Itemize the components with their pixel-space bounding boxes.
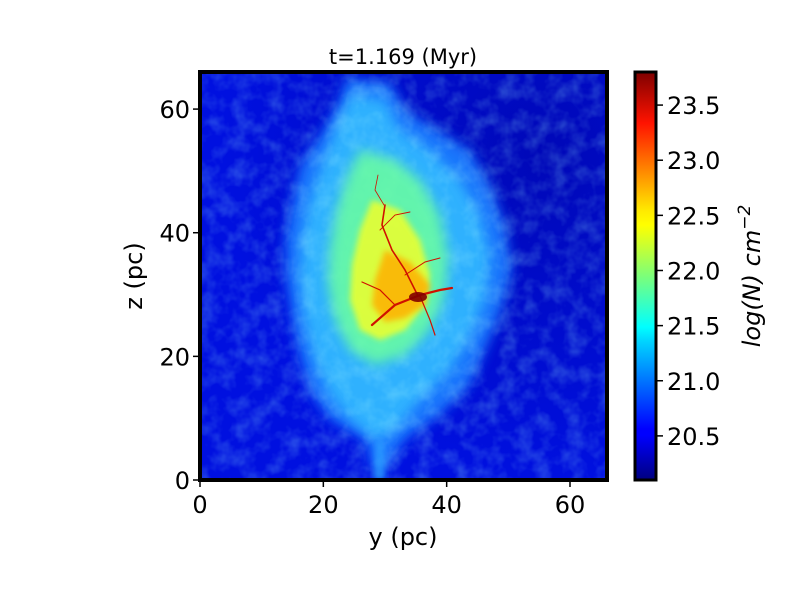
cloud-dense-core [372,250,430,322]
colorbar-tick-label-1: 21.0 [667,368,720,396]
x-axis: 0 20 40 60 [192,480,585,519]
chart-title: t=1.169 (Myr) [329,45,477,69]
colorbar-frame [633,70,658,482]
colorbar-tick-label-0: 20.5 [667,423,720,451]
colorbar-label: log(N) cm−2 [735,205,766,348]
inflow-stream [373,440,386,480]
y-tick-label-0: 0 [175,467,190,495]
y-tick-label-1: 20 [159,343,190,371]
peak-density [409,292,427,302]
colorbar-tick-label-3: 22.0 [667,257,720,285]
x-axis-label: y (pc) [369,523,438,551]
colorbar-label-main: log(N) cm [738,230,766,347]
y-tick-label-2: 40 [159,220,190,248]
x-tick-label-3: 60 [555,491,586,519]
colorbar-ticks: 20.5 21.0 21.5 22.0 22.5 23.0 23.5 [656,92,720,451]
colorbar-tick-label-5: 23.0 [667,147,720,175]
y-axis-label: z (pc) [120,242,148,309]
colorbar [635,72,656,480]
colorbar-label-exponent: −2 [735,205,755,230]
x-tick-label-2: 40 [431,491,462,519]
colorbar-tick-label-2: 21.5 [667,313,720,341]
x-tick-label-1: 20 [308,491,339,519]
x-tick-label-0: 0 [192,491,207,519]
plot-frame [198,70,609,482]
heatmap-image [200,72,607,480]
colorbar-tick-label-4: 22.5 [667,202,720,230]
y-axis: 0 20 40 60 [159,96,200,495]
y-tick-label-3: 60 [159,96,190,124]
colorbar-tick-label-6: 23.5 [667,92,720,120]
